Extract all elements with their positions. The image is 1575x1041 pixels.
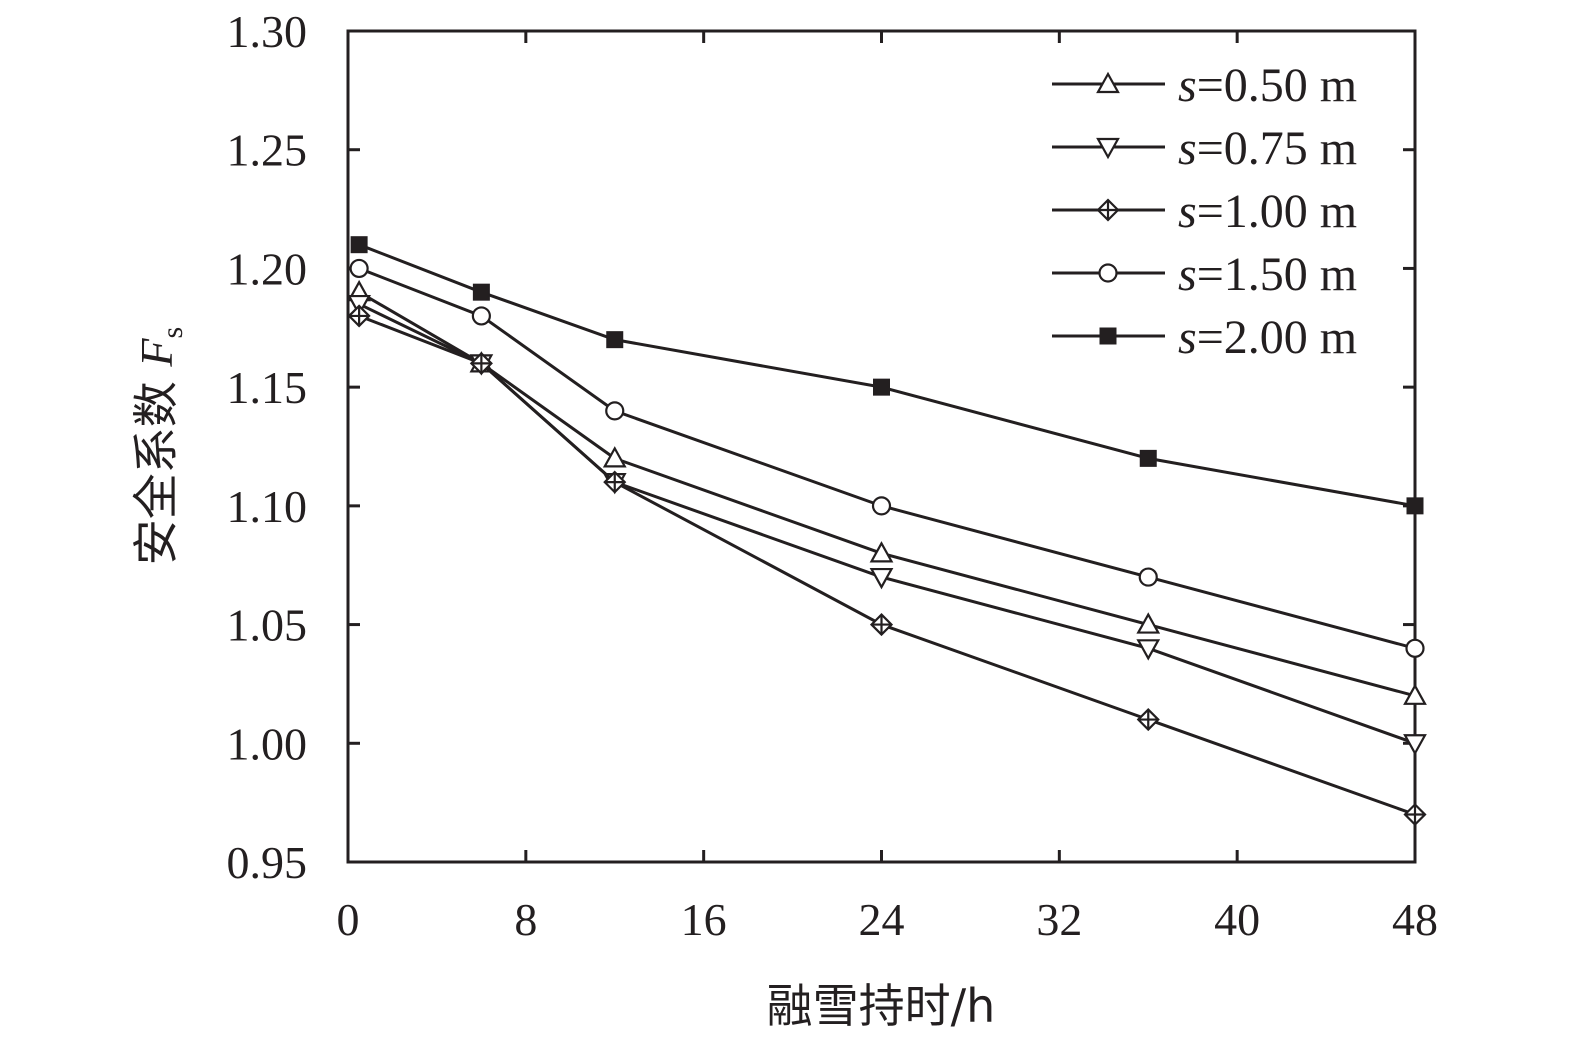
data-point [1405,638,1425,658]
data-point [469,351,493,375]
data-point [603,470,627,494]
data-point [606,331,624,349]
x-tick-label: 40 [1214,894,1260,945]
legend-item: s=2.00 m [1052,311,1357,364]
data-point [472,283,490,301]
legend-marker [1099,327,1117,345]
y-tick-label: 1.25 [227,125,308,176]
legend-label-var: s [1178,248,1197,301]
data-point [869,541,894,563]
data-point [1136,639,1161,661]
data-point [1136,707,1160,732]
y-tick-label: 1.05 [227,600,308,651]
series-line [358,243,1416,508]
x-axis-title: 融雪持时/h [767,979,996,1033]
x-tick-label: 48 [1392,894,1438,945]
x-tick-label: 8 [514,894,537,945]
data-point [1138,567,1158,587]
data-point [605,401,625,421]
y-axis-title-var: F [131,338,182,368]
data-point [347,304,371,328]
data-point [1403,802,1427,827]
data-point [1403,734,1427,756]
legend-marker [1098,263,1118,283]
legend-label: s=1.00 m [1178,185,1357,238]
legend-label-value: =1.00 m [1197,185,1357,238]
axis-ticks: 0 8 16 24 32 40 48 0.95 1.00 1.05 1.10 1.15 1.20 1.25… [227,6,1439,945]
series-line [358,302,1416,745]
x-tick-label: 24 [859,894,905,945]
legend-label: s=1.50 m [1178,248,1357,301]
data-point [1139,449,1157,467]
legend-label-var: s [1178,185,1197,238]
series-2 [347,304,1427,827]
legend-marker [1096,71,1120,94]
legend-label-var: s [1178,59,1197,112]
legend: s=0.50 ms=0.75 ms=1.00 ms=1.50 ms=2.00 m [1052,59,1357,364]
legend-label-var: s [1178,122,1197,175]
legend-item: s=0.50 m [1052,59,1357,112]
legend-item: s=1.00 m [1052,185,1357,238]
series-1 [347,294,1427,756]
legend-marker [1096,198,1120,222]
y-tick-label: 1.10 [227,481,308,532]
data-point [1403,683,1427,705]
data-point [869,613,894,637]
legend-label-value: =0.75 m [1197,122,1357,175]
legend-label: s=2.00 m [1178,311,1357,364]
data-point [869,567,894,590]
legend-label-value: =1.50 m [1197,248,1357,301]
data-point [1136,612,1161,634]
series-3 [349,258,1425,658]
legend-label-value: =0.50 m [1197,59,1357,112]
series-4 [350,236,1424,515]
series-layer [347,236,1427,827]
legend-label: s=0.50 m [1178,59,1357,112]
x-tick-label: 16 [681,894,727,945]
y-axis-title-text: 安全系数 [129,367,183,566]
y-axis-title: 安全系数 Fs [129,327,189,565]
series-line [358,314,1416,816]
y-tick-label: 0.95 [227,837,308,888]
legend-label-var: s [1178,311,1197,364]
data-point [602,446,627,468]
x-tick-label: 32 [1036,894,1082,945]
legend-label-value: =2.00 m [1197,311,1357,364]
legend-item: s=1.50 m [1052,248,1357,301]
x-tick-label: 0 [337,894,360,945]
y-tick-label: 1.00 [227,718,308,769]
y-tick-label: 1.20 [227,243,308,294]
legend-item: s=0.75 m [1052,122,1357,175]
series-line [358,290,1416,698]
legend-label: s=0.75 m [1178,122,1357,175]
data-point [1406,497,1424,515]
data-point [471,306,491,326]
y-tick-label: 1.30 [227,6,308,57]
data-point [871,496,892,516]
data-point [349,258,369,279]
series-line [358,267,1416,650]
legend-marker [1096,137,1120,160]
y-axis-title-sub: s [156,327,189,339]
data-point [350,236,368,254]
data-point [873,378,890,396]
y-tick-label: 1.15 [227,362,308,413]
